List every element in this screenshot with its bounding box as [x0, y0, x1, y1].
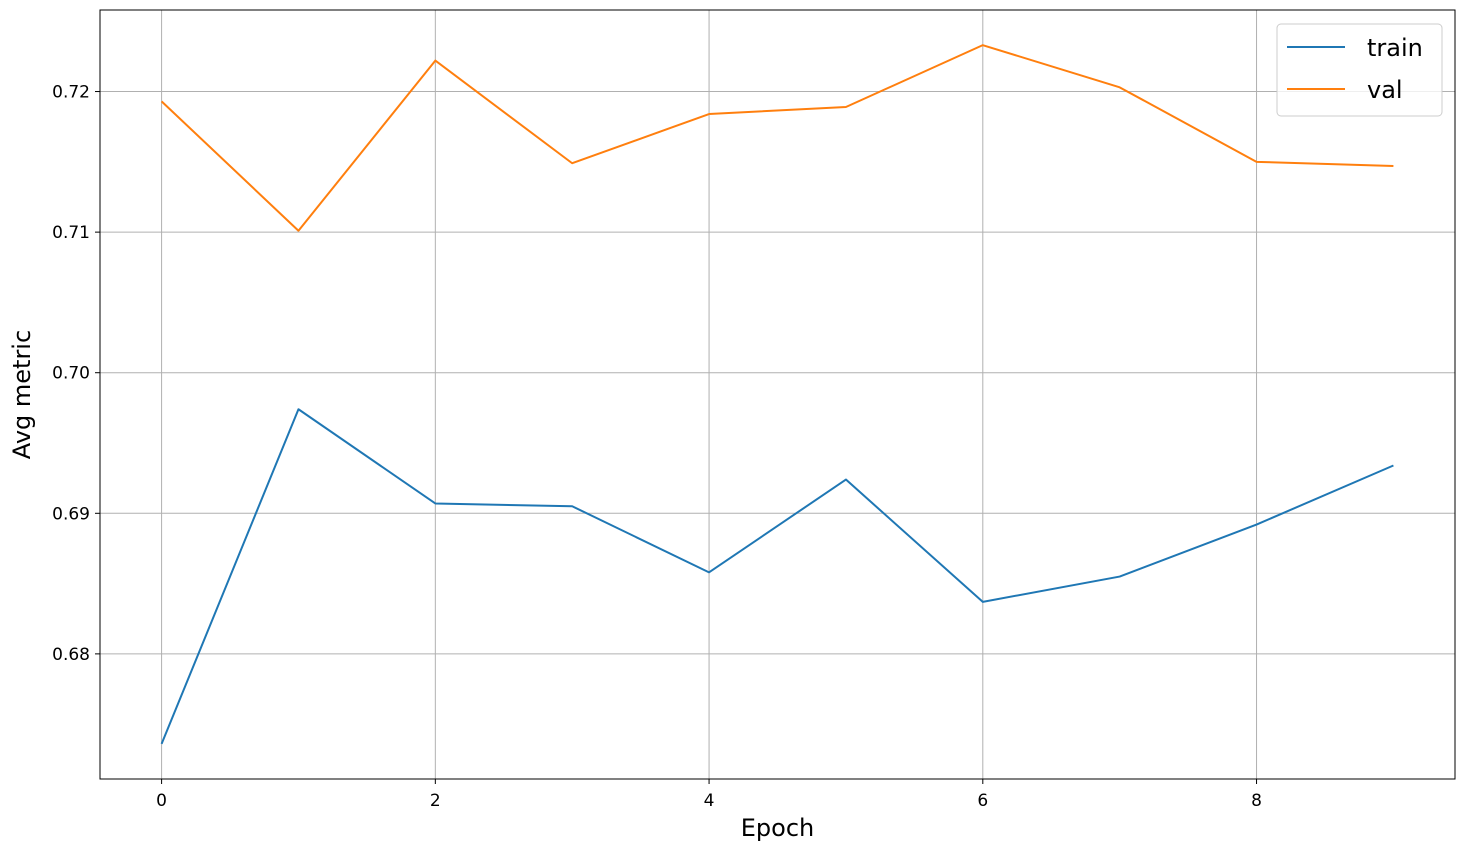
legend-label-val: val [1367, 76, 1403, 104]
y-tick-label: 0.70 [52, 364, 90, 384]
legend-label-train: train [1367, 34, 1423, 62]
y-axis-label: Avg metric [8, 330, 36, 459]
x-tick-label: 2 [430, 791, 441, 811]
x-tick-label: 0 [156, 791, 167, 811]
y-axis: 0.68 0.69 0.70 0.71 0.72 [52, 83, 100, 665]
plot-frame [99, 9, 1456, 780]
series-line-val [160, 44, 1394, 232]
y-tick-label: 0.69 [52, 504, 90, 524]
x-tick-label: 6 [977, 791, 988, 811]
x-tick-label: 4 [704, 791, 715, 811]
x-tick-label: 8 [1251, 791, 1262, 811]
grid [100, 10, 1455, 779]
x-axis: 0 2 4 6 8 [156, 779, 1262, 811]
x-axis-label: Epoch [741, 814, 815, 842]
y-tick-label: 0.71 [52, 223, 90, 243]
y-tick-label: 0.72 [52, 83, 90, 103]
y-tick-label: 0.68 [52, 645, 90, 665]
series-layer [160, 44, 1394, 745]
series-line-train [160, 408, 1394, 745]
legend: train val [1276, 23, 1443, 117]
